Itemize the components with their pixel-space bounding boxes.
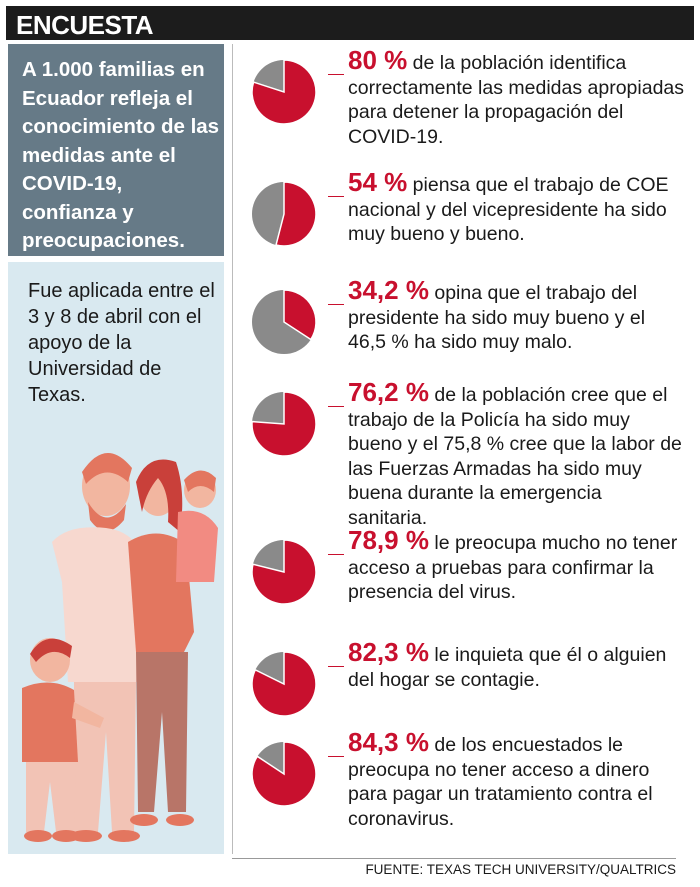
divider xyxy=(232,44,233,854)
header-bar: ENCUESTA xyxy=(6,6,694,40)
item-percentage: 76,2 % xyxy=(348,377,429,407)
intro-text: A 1.000 familias en Ecuador refleja el c… xyxy=(22,58,220,252)
illustration-panel: Fue aplicada entre el 3 y 8 de abril con… xyxy=(8,262,224,854)
connector-line xyxy=(328,666,344,667)
item-description: de la población identifica correctamente… xyxy=(348,52,685,148)
item-description: de la población cree que el trabajo de l… xyxy=(348,384,682,529)
connector-line xyxy=(328,406,344,407)
item-description: de los encuestados le preocupa no tener … xyxy=(348,734,653,830)
item-text: 84,3 % de los encuestados le preocupa no… xyxy=(348,727,684,831)
source-note: FUENTE: TEXAS TECH UNIVERSITY/QUALTRICS xyxy=(232,858,676,877)
mother-pants xyxy=(136,652,188,812)
father-beard xyxy=(88,502,126,531)
item-description: opina que el trabajo del presidente ha s… xyxy=(348,282,646,353)
pie-chart xyxy=(251,741,317,807)
pie-slice-value xyxy=(251,391,317,457)
item-description: piensa que el trabajo de COE nacional y … xyxy=(348,174,669,245)
mother-hair xyxy=(136,459,183,532)
item-text: 82,3 % le inquieta que él o alguien del … xyxy=(348,637,684,692)
father-pants xyxy=(74,682,136,832)
pie-slice-value xyxy=(251,741,317,807)
pie-chart xyxy=(251,651,317,717)
father-shirt xyxy=(52,527,142,682)
pie-slice-value xyxy=(251,59,317,125)
father-hair xyxy=(82,452,132,484)
item-percentage: 80 % xyxy=(348,45,408,75)
pie-chart xyxy=(251,391,317,457)
pie-chart xyxy=(252,181,317,247)
pie-slice-value xyxy=(251,539,317,605)
family-illustration xyxy=(22,452,218,842)
item-percentage: 34,2 % xyxy=(348,275,429,305)
boy-shirt xyxy=(22,682,78,762)
connector-line xyxy=(328,74,344,75)
girl-dress xyxy=(176,510,218,582)
connector-line xyxy=(328,554,344,555)
header-title: ENCUESTA xyxy=(16,10,154,40)
item-description: le preocupa mucho no tener acceso a prue… xyxy=(348,532,678,603)
item-text: 54 % piensa que el trabajo de COE nacion… xyxy=(348,167,684,247)
item-description: le inquieta que él o alguien del hogar s… xyxy=(348,644,667,691)
pie-chart xyxy=(251,539,317,605)
item-percentage: 84,3 % xyxy=(348,727,429,757)
pie-chart xyxy=(251,59,317,125)
pie-slice-value xyxy=(251,651,317,717)
connector-line xyxy=(328,756,344,757)
pie-slice-value xyxy=(275,181,317,247)
connector-line xyxy=(328,304,344,305)
item-percentage: 82,3 % xyxy=(348,637,429,667)
item-percentage: 54 % xyxy=(348,167,408,197)
pie-slice-value xyxy=(283,289,317,341)
item-text: 34,2 % opina que el trabajo del presiden… xyxy=(348,275,684,355)
item-text: 80 % de la población identifica correcta… xyxy=(348,45,685,149)
item-text: 76,2 % de la población cree que el traba… xyxy=(348,377,684,530)
pie-chart xyxy=(252,289,317,354)
intro-box: A 1.000 familias en Ecuador refleja el c… xyxy=(8,44,224,256)
connector-line xyxy=(328,196,344,197)
survey-note: Fue aplicada entre el 3 y 8 de abril con… xyxy=(28,280,215,406)
item-percentage: 78,9 % xyxy=(348,525,429,555)
item-text: 78,9 % le preocupa mucho no tener acceso… xyxy=(348,525,684,605)
